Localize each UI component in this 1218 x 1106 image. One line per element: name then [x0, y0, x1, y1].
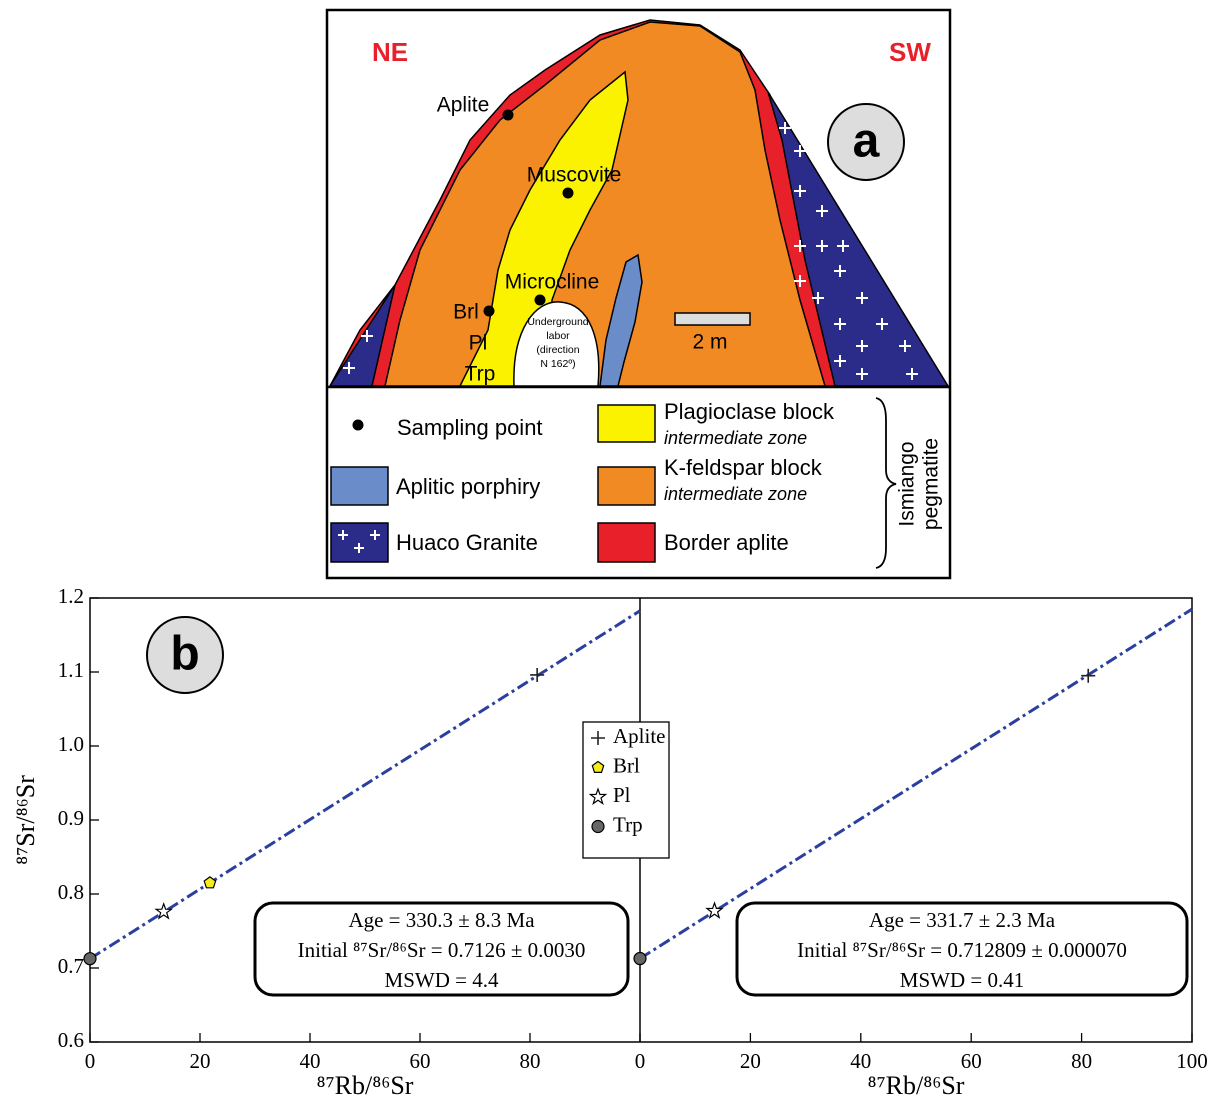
annotation-text: MSWD = 4.4	[385, 968, 499, 992]
y-tick-label: 0.8	[58, 880, 84, 904]
panel-label: a	[853, 115, 880, 168]
panel-a: NE SW a Aplite Muscovite Microcline Brl …	[327, 10, 950, 578]
legend-text: Trp	[613, 812, 643, 836]
legend-swatch	[331, 523, 388, 562]
legend-text: Pl	[613, 783, 631, 807]
orientation-right: SW	[889, 37, 931, 67]
y-tick-label: 1.0	[58, 732, 84, 756]
y-tick-label: 0.7	[58, 954, 84, 978]
y-tick-label: 1.2	[58, 584, 84, 608]
x-tick-label: 80	[1071, 1049, 1092, 1073]
x-tick-label: 20	[190, 1049, 211, 1073]
annotation-text: Age = 331.7 ± 2.3 Ma	[869, 908, 1056, 932]
marker-star	[707, 903, 722, 918]
group-label: pegmatite	[920, 438, 943, 530]
x-tick-label: 40	[850, 1049, 871, 1073]
legend-subtext: intermediate zone	[664, 428, 807, 448]
legend-text: Brl	[613, 753, 640, 777]
sample-label: Muscovite	[527, 164, 622, 187]
annotation-text: Initial ⁸⁷Sr/⁸⁶Sr = 0.712809 ± 0.000070	[797, 938, 1127, 962]
y-tick-label: 0.6	[58, 1028, 84, 1052]
x-tick-label: 60	[961, 1049, 982, 1073]
panel-b: b 0 20 40 60 80 0.6 0.7 0.8 0.9 1.0 1.1 1.2 ⁸⁷Rb/⁸⁶S…	[11, 584, 1208, 1100]
legend-text: Aplitic porphiry	[396, 474, 540, 499]
x-tick-label: 80	[520, 1049, 541, 1073]
legend-text: Border aplite	[664, 530, 789, 555]
annotation-text: MSWD = 0.41	[900, 968, 1024, 992]
annotation-text: Age = 330.3 ± 8.3 Ma	[348, 908, 535, 932]
sample-point	[484, 306, 495, 317]
x-tick-label: 40	[300, 1049, 321, 1073]
sample-point	[503, 110, 514, 121]
zone-label: Trp	[465, 363, 496, 386]
legend-text: Huaco Granite	[396, 530, 538, 555]
x-tick-label: 0	[85, 1049, 96, 1073]
sample-label: Microcline	[505, 271, 600, 294]
orientation-left: NE	[372, 37, 408, 67]
y-tick-label: 1.1	[58, 658, 84, 682]
legend-swatch	[598, 467, 655, 505]
sample-label: Brl	[453, 301, 479, 324]
x-tick-label: 100	[1176, 1049, 1208, 1073]
sample-label: Aplite	[437, 94, 490, 117]
legend-text: Sampling point	[397, 415, 543, 440]
x-axis-label: ⁸⁷Rb/⁸⁶Sr	[317, 1071, 414, 1100]
marker-pentagon	[204, 877, 215, 888]
x-tick-label: 0	[635, 1049, 646, 1073]
scale-bar	[675, 313, 750, 325]
legend-swatch	[598, 405, 655, 442]
labor-label: (direction	[536, 344, 579, 356]
sample-point	[535, 295, 546, 306]
legend-swatch	[353, 420, 364, 431]
y-tick-label: 0.9	[58, 806, 84, 830]
labor-label: N 162º)	[540, 358, 575, 370]
legend-swatch	[331, 467, 388, 505]
annotation-text: Initial ⁸⁷Sr/⁸⁶Sr = 0.7126 ± 0.0030	[298, 938, 586, 962]
group-label: Ismiango	[896, 441, 919, 526]
legend-text: K-feldspar block	[664, 455, 823, 480]
marker-circle	[84, 953, 96, 965]
marker-circle	[634, 953, 646, 965]
sample-point	[563, 188, 574, 199]
zone-label: Pl	[469, 332, 488, 355]
legend-text: Aplite	[613, 724, 666, 748]
labor-label: labor	[546, 330, 570, 342]
y-axis-label: ⁸⁷Sr/⁸⁶Sr	[11, 775, 40, 865]
marker-circle	[592, 821, 604, 833]
legend-swatch	[598, 523, 655, 562]
legend-text: Plagioclase block	[664, 399, 835, 424]
figure: NE SW a Aplite Muscovite Microcline Brl …	[0, 0, 1218, 1106]
x-tick-label: 20	[740, 1049, 761, 1073]
legend-subtext: intermediate zone	[664, 484, 807, 504]
panel-label: b	[170, 628, 199, 681]
x-tick-label: 60	[410, 1049, 431, 1073]
scale-label: 2 m	[692, 331, 727, 354]
x-axis-label: ⁸⁷Rb/⁸⁶Sr	[868, 1071, 965, 1100]
labor-label: Underground	[527, 316, 588, 328]
